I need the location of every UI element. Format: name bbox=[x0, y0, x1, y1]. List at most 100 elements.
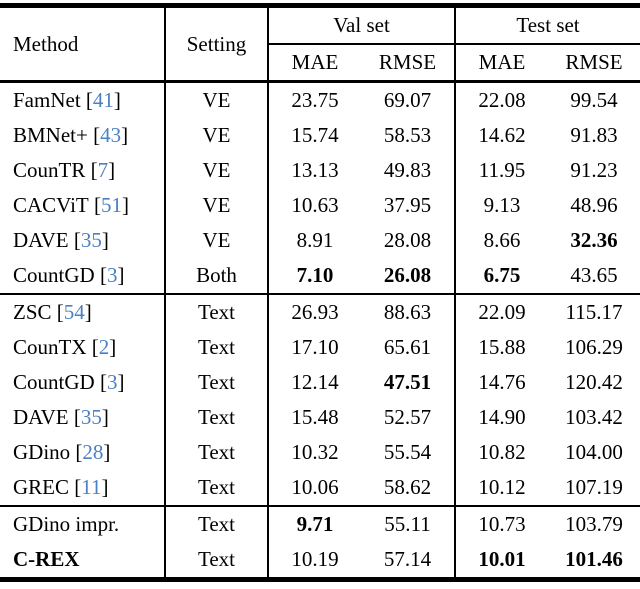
setting-cell: Text bbox=[165, 400, 269, 435]
val-mae-cell: 15.74 bbox=[291, 123, 339, 147]
table-row: CountGD [3] Both 7.10 26.08 6.75 43.65 bbox=[0, 258, 640, 294]
method-name: BMNet+ bbox=[13, 123, 88, 147]
citation-open-bracket: [ bbox=[69, 475, 82, 499]
test-rmse-cell: 99.54 bbox=[570, 88, 618, 112]
citation-close-bracket: ] bbox=[108, 158, 116, 182]
val-rmse-cell: 55.11 bbox=[361, 505, 457, 542]
table-body: FamNet [41] VE 23.75 69.07 22.08 99.54 BMNet+ … bbox=[0, 81, 640, 580]
test-mae-cell: 14.90 bbox=[478, 405, 526, 429]
setting-cell: Text bbox=[165, 470, 269, 506]
test-set-group-header: Test set bbox=[455, 5, 640, 45]
val-mae-cell: 10.19 bbox=[291, 547, 339, 571]
method-cell: BMNet+ [43] bbox=[0, 118, 166, 153]
test-mae-cell: 11.95 bbox=[478, 158, 526, 182]
test-mae-cell: 14.62 bbox=[478, 123, 526, 147]
val-rmse-cell: 58.53 bbox=[361, 118, 457, 153]
test-rmse-cell: 120.42 bbox=[565, 370, 623, 394]
method-name: DAVE bbox=[13, 228, 69, 252]
method-name: GDino bbox=[13, 440, 71, 464]
val-rmse-cell: 55.54 bbox=[361, 435, 457, 470]
test-rmse-cell: 91.23 bbox=[570, 158, 618, 182]
citation-close-bracket: ] bbox=[122, 193, 129, 217]
citation-link[interactable]: 7 bbox=[97, 158, 109, 182]
table-row: GDino impr. Text 9.71 55.11 10.73 103.79 bbox=[0, 505, 640, 542]
results-table: Method Setting Val set Test set MAE RMSE… bbox=[0, 3, 640, 582]
val-rmse-column-header: RMSE bbox=[361, 43, 457, 83]
table-row: C-REX Text 10.19 57.14 10.01 101.46 bbox=[0, 542, 640, 580]
test-mae-cell: 9.13 bbox=[483, 193, 521, 217]
header-row-groups: Method Setting Val set Test set bbox=[0, 5, 640, 83]
method-name: GREC bbox=[13, 475, 70, 499]
test-rmse-column-header: RMSE bbox=[548, 43, 640, 83]
val-set-group-header: Val set bbox=[268, 5, 457, 45]
test-rmse-cell: 104.00 bbox=[565, 440, 623, 464]
citation-link[interactable]: 43 bbox=[100, 123, 122, 147]
citation-open-bracket: [ bbox=[80, 88, 93, 112]
test-mae-cell: 10.12 bbox=[478, 475, 526, 499]
val-mae-cell: 23.75 bbox=[291, 88, 339, 112]
test-rmse-cell: 106.29 bbox=[565, 335, 623, 359]
citation-link[interactable]: 35 bbox=[80, 228, 102, 252]
citation-link[interactable]: 54 bbox=[63, 300, 85, 324]
citation-close-bracket: ] bbox=[121, 123, 129, 147]
test-rmse-cell: 101.46 bbox=[565, 547, 623, 571]
method-cell: CounTR [7] bbox=[0, 153, 166, 188]
val-mae-column-header: MAE bbox=[268, 43, 361, 83]
val-mae-cell: 12.14 bbox=[291, 370, 339, 394]
citation-close-bracket: ] bbox=[117, 370, 125, 394]
citation-link[interactable]: 51 bbox=[101, 193, 122, 217]
citation-open-bracket: [ bbox=[70, 440, 83, 464]
val-rmse-cell: 47.51 bbox=[361, 365, 457, 400]
test-mae-cell: 6.75 bbox=[483, 263, 521, 287]
setting-cell: VE bbox=[165, 153, 269, 188]
test-mae-cell: 14.76 bbox=[478, 370, 526, 394]
test-mae-cell: 10.82 bbox=[478, 440, 526, 464]
setting-cell: VE bbox=[165, 223, 269, 258]
setting-cell: Text bbox=[165, 435, 269, 470]
setting-cell: VE bbox=[165, 188, 269, 223]
citation-link[interactable]: 2 bbox=[98, 335, 110, 359]
test-rmse-cell: 115.17 bbox=[548, 293, 640, 330]
citation-link[interactable]: 35 bbox=[80, 405, 102, 429]
method-name: CounTX bbox=[13, 335, 87, 359]
method-name: CountGD bbox=[13, 263, 95, 287]
val-rmse-cell: 65.61 bbox=[361, 330, 457, 365]
method-cell: CountGD [3] bbox=[0, 258, 166, 294]
val-mae-cell: 9.71 bbox=[268, 505, 361, 542]
citation-link[interactable]: 11 bbox=[81, 475, 102, 499]
table-row: FamNet [41] VE 23.75 69.07 22.08 99.54 bbox=[0, 81, 640, 118]
method-cell: CountGD [3] bbox=[0, 365, 166, 400]
method-cell: GDino [28] bbox=[0, 435, 166, 470]
method-cell: FamNet [41] bbox=[0, 81, 166, 118]
setting-cell: Text bbox=[165, 293, 269, 330]
setting-cell: Both bbox=[165, 258, 269, 294]
setting-column-header: Setting bbox=[165, 5, 269, 83]
citation-open-bracket: [ bbox=[68, 228, 81, 252]
method-name: DAVE bbox=[13, 405, 69, 429]
citation-link[interactable]: 41 bbox=[92, 88, 114, 112]
citation-link[interactable]: 3 bbox=[106, 370, 118, 394]
table-row: CounTR [7] VE 13.13 49.83 11.95 91.23 bbox=[0, 153, 640, 188]
citation-close-bracket: ] bbox=[101, 475, 109, 499]
val-mae-cell: 15.48 bbox=[291, 405, 339, 429]
citation-link[interactable]: 28 bbox=[82, 440, 104, 464]
method-cell: CACViT [51] bbox=[0, 188, 166, 223]
val-rmse-cell: 52.57 bbox=[361, 400, 457, 435]
citation-link[interactable]: 3 bbox=[106, 263, 118, 287]
table-row: DAVE [35] Text 15.48 52.57 14.90 103.42 bbox=[0, 400, 640, 435]
setting-cell: VE bbox=[165, 118, 269, 153]
val-rmse-cell: 58.62 bbox=[361, 470, 457, 506]
val-mae-cell: 8.91 bbox=[296, 228, 334, 252]
val-mae-cell: 10.63 bbox=[291, 193, 339, 217]
setting-cell: Text bbox=[165, 542, 269, 580]
citation-close-bracket: ] bbox=[84, 300, 92, 324]
method-cell: CounTX [2] bbox=[0, 330, 166, 365]
citation-close-bracket: ] bbox=[117, 263, 125, 287]
val-rmse-cell: 49.83 bbox=[361, 153, 457, 188]
method-name: GDino impr. bbox=[13, 512, 120, 536]
table-row: BMNet+ [43] VE 15.74 58.53 14.62 91.83 bbox=[0, 118, 640, 153]
method-cell: GREC [11] bbox=[0, 470, 166, 506]
method-name: ZSC bbox=[13, 300, 52, 324]
val-mae-cell: 13.13 bbox=[291, 158, 339, 182]
